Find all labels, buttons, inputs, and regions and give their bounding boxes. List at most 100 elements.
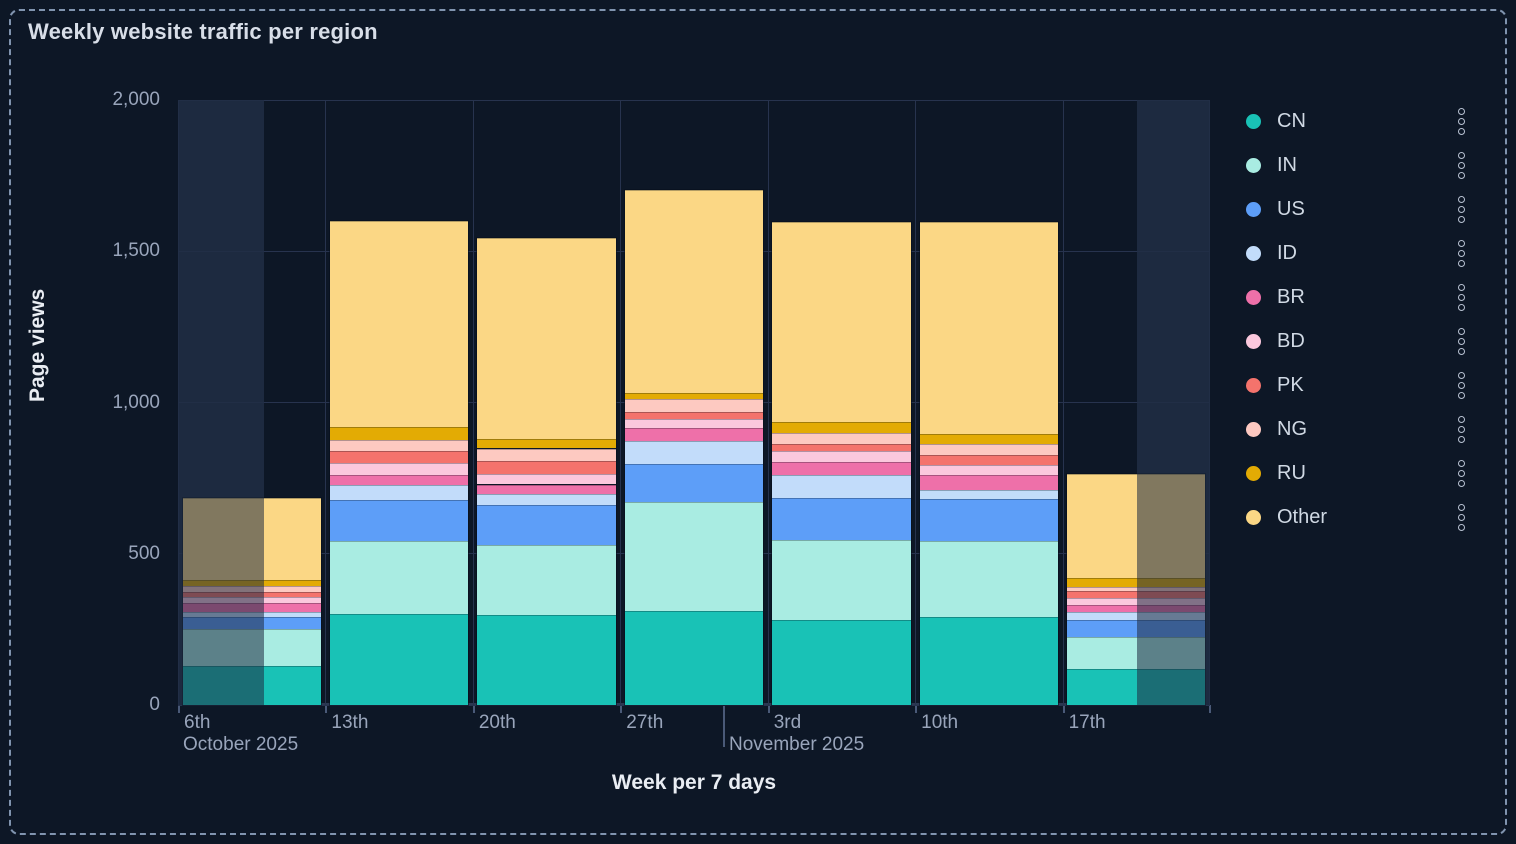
legend-label-ID: ID (1277, 241, 1297, 264)
bar-segment-US-20th[interactable] (477, 505, 616, 545)
bar-segment-BD-10th[interactable] (919, 464, 1059, 475)
legend-label-RU: RU (1277, 461, 1306, 484)
bar-20th[interactable] (477, 237, 616, 705)
bar-segment-CN-10th[interactable] (919, 617, 1059, 705)
legend-item-ID[interactable]: ID (1240, 231, 1476, 275)
bar-segment-BD-27th[interactable] (624, 419, 764, 429)
bar-segment-BD-20th[interactable] (477, 473, 616, 485)
out-of-range-overlay-right (1136, 100, 1210, 705)
x-tick-label-3rd: 3rd (773, 712, 802, 733)
x-tick-label-17th: 17th (1068, 712, 1106, 733)
bar-segment-IN-3rd[interactable] (772, 540, 911, 620)
legend-color-dot-ID (1246, 245, 1261, 261)
bar-segment-PK-27th[interactable] (624, 411, 764, 420)
legend-kebab-menu-icon-BD[interactable] (1455, 325, 1468, 358)
bar-segment-US-10th[interactable] (919, 499, 1059, 541)
legend-item-PK[interactable]: PK (1240, 363, 1476, 407)
bar-segment-BD-17th[interactable] (1067, 598, 1206, 605)
legend-item-Other[interactable]: Other (1240, 495, 1476, 539)
legend-label-PK: PK (1277, 373, 1304, 396)
bar-segment-ID-20th[interactable] (477, 494, 616, 506)
bar-segment-NG-17th[interactable] (1067, 586, 1206, 591)
bar-segment-BR-20th[interactable] (477, 484, 616, 495)
bar-segment-ID-17th[interactable] (1067, 612, 1206, 620)
bar-segment-PK-10th[interactable] (919, 454, 1059, 465)
bar-27th[interactable] (624, 189, 764, 705)
legend-item-US[interactable]: US (1240, 187, 1476, 231)
bar-segment-IN-10th[interactable] (919, 540, 1059, 618)
bar-segment-US-3rd[interactable] (772, 497, 911, 541)
legend-item-IN[interactable]: IN (1240, 143, 1476, 187)
bar-segment-Other-20th[interactable] (477, 237, 616, 440)
bar-segment-RU-20th[interactable] (477, 439, 616, 449)
bar-segment-CN-20th[interactable] (477, 614, 616, 705)
legend-kebab-menu-icon-ID[interactable] (1455, 237, 1468, 270)
bar-segment-US-13th[interactable] (329, 499, 469, 541)
bar-segment-BR-3rd[interactable] (772, 461, 911, 475)
bar-segment-CN-3rd[interactable] (772, 620, 911, 705)
bar-segment-PK-20th[interactable] (477, 460, 616, 474)
legend-kebab-menu-icon-IN[interactable] (1455, 149, 1468, 182)
legend-item-NG[interactable]: NG (1240, 407, 1476, 451)
x-tick-label-6th: 6th (184, 712, 211, 733)
x-tick-label-13th: 13th (331, 712, 369, 733)
bar-segment-ID-3rd[interactable] (772, 474, 911, 498)
bar-segment-NG-10th[interactable] (919, 443, 1059, 455)
legend-item-CN[interactable]: CN (1240, 99, 1476, 143)
bar-segment-CN-13th[interactable] (329, 613, 469, 705)
month-boundary-tick (723, 705, 725, 747)
bar-segment-PK-13th[interactable] (329, 450, 469, 463)
legend-kebab-menu-icon-US[interactable] (1455, 193, 1468, 226)
bar-segment-BD-13th[interactable] (329, 462, 469, 475)
bar-13th[interactable] (329, 220, 469, 705)
chart-plot-area: 0 500 1,000 1,500 2,000 6th 13th 20th 27th 3rd 10t… (112, 89, 1211, 755)
bar-segment-BR-27th[interactable] (624, 428, 764, 441)
bar-segment-RU-3rd[interactable] (772, 421, 911, 433)
month-label-november: November 2025 (729, 734, 865, 755)
bar-segment-IN-13th[interactable] (329, 540, 469, 614)
bar-segment-CN-27th[interactable] (624, 610, 764, 705)
bar-segment-PK-17th[interactable] (1067, 590, 1206, 599)
legend-item-RU[interactable]: RU (1240, 451, 1476, 495)
bar-segment-ID-10th[interactable] (919, 489, 1059, 499)
bar-segment-Other-3rd[interactable] (772, 222, 911, 422)
bar-segment-ID-27th[interactable] (624, 440, 764, 464)
legend-kebab-menu-icon-NG[interactable] (1455, 413, 1468, 446)
legend-label-BD: BD (1277, 329, 1305, 352)
bar-segment-Other-13th[interactable] (329, 220, 469, 428)
bar-3rd[interactable] (772, 222, 911, 705)
bar-segment-US-27th[interactable] (624, 463, 764, 502)
bar-segment-RU-10th[interactable] (919, 434, 1059, 444)
bar-segment-Other-10th[interactable] (919, 221, 1059, 435)
bar-segment-RU-17th[interactable] (1067, 578, 1206, 587)
bar-segment-PK-3rd[interactable] (772, 443, 911, 452)
bar-segment-NG-3rd[interactable] (772, 432, 911, 444)
bar-segment-RU-13th[interactable] (329, 427, 469, 440)
legend-item-BR[interactable]: BR (1240, 275, 1476, 319)
bar-segment-IN-27th[interactable] (624, 501, 764, 611)
bar-10th[interactable] (919, 221, 1059, 705)
legend-kebab-menu-icon-Other[interactable] (1455, 501, 1468, 534)
y-axis-title: Page views (26, 288, 49, 402)
legend-kebab-menu-icon-CN[interactable] (1455, 105, 1468, 138)
bar-segment-IN-20th[interactable] (477, 544, 616, 615)
bar-segment-ID-13th[interactable] (329, 485, 469, 500)
legend-kebab-menu-icon-BR[interactable] (1455, 281, 1468, 314)
bar-segment-BR-13th[interactable] (329, 474, 469, 486)
x-tick-27th (620, 705, 623, 713)
legend-kebab-menu-icon-PK[interactable] (1455, 369, 1468, 402)
bar-segment-NG-20th[interactable] (477, 448, 616, 461)
bar-segment-RU-27th[interactable] (624, 392, 764, 399)
bar-segment-NG-27th[interactable] (624, 398, 764, 412)
legend-kebab-menu-icon-RU[interactable] (1455, 457, 1468, 490)
legend-item-BD[interactable]: BD (1240, 319, 1476, 363)
y-tick-label-1500: 1,500 (112, 240, 160, 262)
bar-segment-Other-27th[interactable] (624, 189, 764, 393)
bar-segment-BR-17th[interactable] (1067, 604, 1206, 613)
bar-segment-BD-3rd[interactable] (772, 451, 911, 462)
bar-segment-NG-13th[interactable] (329, 439, 469, 451)
grid-line-x-3 (620, 100, 622, 705)
bar-segment-BR-10th[interactable] (919, 474, 1059, 490)
legend-label-BR: BR (1277, 285, 1305, 308)
legend-label-US: US (1277, 197, 1305, 220)
